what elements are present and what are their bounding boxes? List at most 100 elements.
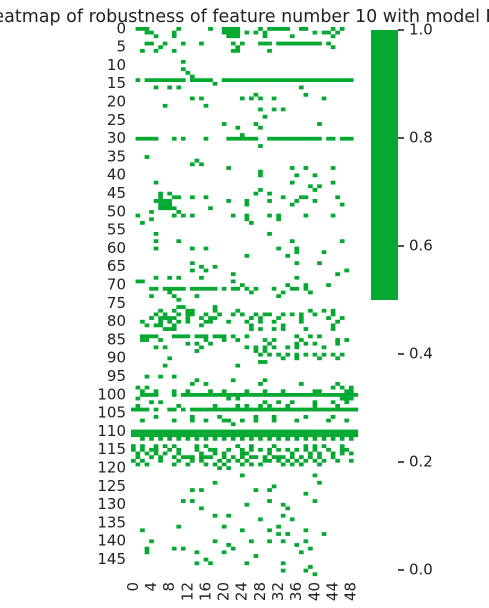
heatmap-cell — [185, 433, 191, 438]
heatmap-cell — [158, 195, 163, 200]
y-tick-label: 45 — [107, 184, 126, 202]
heatmap-cell — [276, 217, 281, 222]
heatmap-cell — [194, 436, 200, 441]
heatmap-cell — [226, 429, 232, 434]
heatmap-cell — [235, 429, 241, 434]
heatmap-cell — [199, 407, 204, 412]
heatmap-cell — [298, 429, 304, 434]
heatmap-cell — [149, 447, 154, 452]
heatmap-cell — [190, 261, 195, 266]
heatmap-cell — [158, 206, 163, 211]
heatmap-cell — [176, 239, 182, 244]
heatmap-cell — [258, 107, 263, 112]
heatmap-cell — [208, 78, 213, 83]
heatmap-cell — [253, 78, 259, 83]
heatmap-cell — [203, 338, 209, 342]
heatmap-cell — [267, 199, 272, 203]
heatmap-cell — [267, 136, 272, 141]
heatmap-cell — [330, 429, 336, 434]
heatmap-cell — [171, 213, 177, 218]
heatmap-cell — [162, 327, 168, 331]
heatmap-cell — [217, 466, 222, 471]
heatmap-cell — [208, 341, 213, 346]
heatmap-cell — [253, 414, 259, 419]
heatmap-cell — [294, 436, 300, 441]
heatmap-cell — [199, 345, 204, 350]
heatmap-cell — [258, 173, 263, 178]
heatmap-cell — [303, 352, 309, 357]
heatmap-cell — [294, 447, 300, 452]
heatmap-cell — [235, 48, 241, 53]
heatmap-cell — [140, 319, 145, 324]
heatmap-cell — [153, 407, 159, 412]
heatmap-cell — [217, 407, 222, 412]
heatmap-cell — [280, 195, 286, 200]
heatmap-cell — [140, 458, 145, 463]
heatmap-cell — [348, 451, 354, 456]
heatmap-cell — [221, 550, 227, 555]
heatmap-cell — [253, 136, 259, 141]
heatmap-cell — [235, 286, 241, 291]
heatmap-cell — [171, 429, 177, 434]
heatmap-cell — [253, 407, 259, 412]
heatmap-cell — [267, 447, 272, 452]
heatmap-cell — [289, 78, 295, 83]
heatmap-cell — [203, 286, 209, 291]
heatmap-cell — [153, 239, 159, 244]
heatmap-cell — [226, 78, 232, 83]
heatmap-cell — [194, 349, 200, 353]
heatmap-cell — [330, 451, 336, 456]
y-tick-label: 90 — [107, 349, 126, 367]
heatmap-cell — [276, 436, 281, 441]
y-tick-label: 120 — [97, 459, 126, 477]
heatmap-cell — [317, 41, 322, 46]
heatmap-cell — [153, 48, 159, 53]
heatmap-cell — [249, 407, 254, 412]
heatmap-cell — [267, 213, 272, 218]
heatmap-cell — [317, 407, 322, 412]
heatmap-cell — [190, 286, 195, 291]
heatmap-cell — [230, 546, 236, 551]
y-tick-label: 40 — [107, 166, 126, 184]
heatmap-cell — [180, 429, 186, 434]
heatmap-cell — [271, 78, 277, 83]
heatmap-cell — [280, 568, 286, 573]
heatmap-cell — [239, 528, 245, 533]
heatmap-cell — [226, 166, 232, 170]
heatmap-cell — [312, 41, 318, 46]
heatmap-cell — [212, 305, 218, 309]
heatmap-cell — [262, 393, 268, 397]
heatmap-cell — [280, 312, 286, 317]
heatmap-cell — [221, 78, 227, 83]
heatmap-cell — [330, 400, 336, 405]
heatmap-cell — [280, 327, 286, 331]
heatmap-cell — [226, 433, 232, 438]
heatmap-cell — [330, 393, 336, 397]
heatmap-cell — [217, 334, 222, 339]
heatmap-cell — [294, 41, 300, 46]
heatmap-cell — [308, 78, 313, 83]
heatmap-cell — [308, 433, 313, 438]
heatmap-cell — [280, 539, 286, 544]
heatmap-cell — [144, 78, 150, 83]
heatmap-cell — [339, 436, 345, 441]
heatmap-cell — [199, 488, 204, 492]
heatmap-cell — [298, 85, 304, 90]
heatmap-cell — [289, 239, 295, 244]
heatmap-cell — [267, 528, 272, 533]
heatmap-cell — [176, 85, 182, 90]
heatmap-cell — [149, 30, 154, 35]
heatmap-cell — [321, 436, 327, 441]
heatmap-cell — [326, 30, 331, 35]
heatmap-cell — [249, 444, 254, 449]
heatmap-cell — [267, 27, 272, 31]
heatmap-cell — [294, 352, 300, 357]
heatmap-cell — [317, 122, 322, 126]
heatmap-cell — [199, 41, 204, 46]
heatmap-cell — [176, 447, 182, 452]
heatmap-cell — [303, 414, 309, 419]
heatmap-cell — [153, 345, 159, 350]
heatmap-cell — [276, 447, 281, 452]
heatmap-cell — [339, 27, 345, 31]
heatmap-cell — [203, 382, 209, 386]
